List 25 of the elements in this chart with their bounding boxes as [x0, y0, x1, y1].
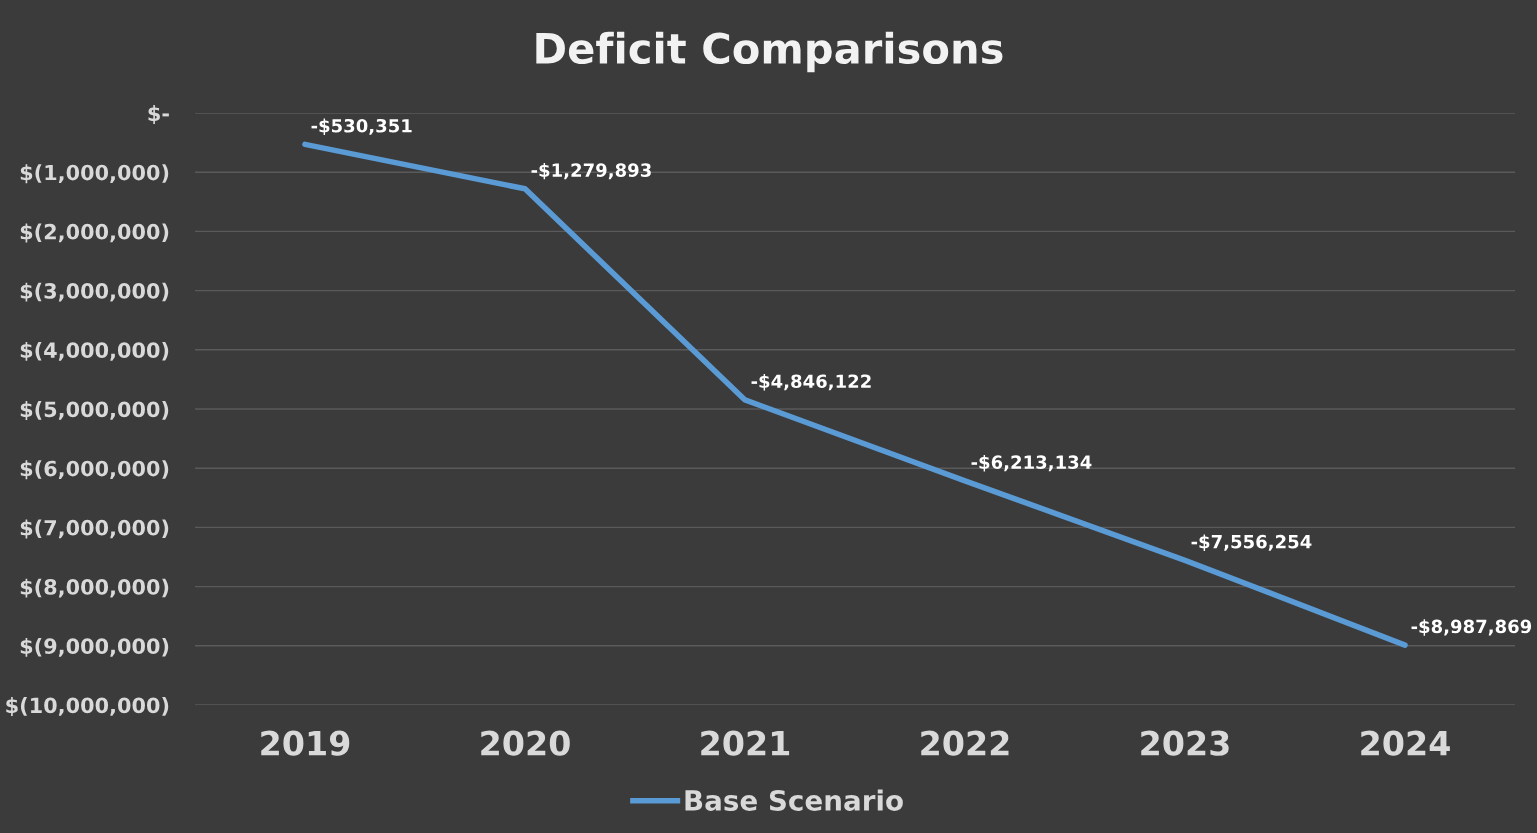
y-tick-label: $(8,000,000)	[20, 578, 169, 598]
x-tick-label: 2021	[701, 730, 790, 756]
data-label: -$1,279,893	[531, 162, 651, 180]
x-tick-label: 2022	[921, 730, 1009, 756]
chart-title: Deficit Comparisons	[536, 31, 1003, 73]
y-tick-label: $(1,000,000)	[20, 164, 169, 184]
y-tick-label: $(10,000,000)	[6, 697, 169, 716]
y-tick-label: $(2,000,000)	[20, 223, 169, 243]
x-tick-label: 2024	[1361, 730, 1450, 756]
y-tick-label: $(3,000,000)	[20, 282, 169, 302]
y-tick-label: $(9,000,000)	[20, 637, 169, 657]
y-tick-label: $(4,000,000)	[20, 341, 169, 361]
y-tick-label: $-	[148, 105, 169, 124]
data-label: -$6,213,134	[971, 455, 1092, 472]
data-label: -$8,987,869	[1411, 619, 1532, 636]
y-tick-label: $(5,000,000)	[20, 401, 169, 420]
x-tick-label: 2019	[261, 730, 350, 756]
data-label: -$7,556,254	[1191, 534, 1312, 551]
y-tick-label: $(6,000,000)	[20, 460, 169, 480]
y-tick-label: $(7,000,000)	[20, 519, 169, 539]
legend-label: Base Scenario	[685, 789, 903, 811]
data-label: -$530,351	[311, 118, 412, 135]
x-tick-label: 2020	[481, 730, 570, 756]
x-tick-label: 2023	[1141, 730, 1229, 756]
data-label: -$4,846,122	[751, 374, 871, 391]
